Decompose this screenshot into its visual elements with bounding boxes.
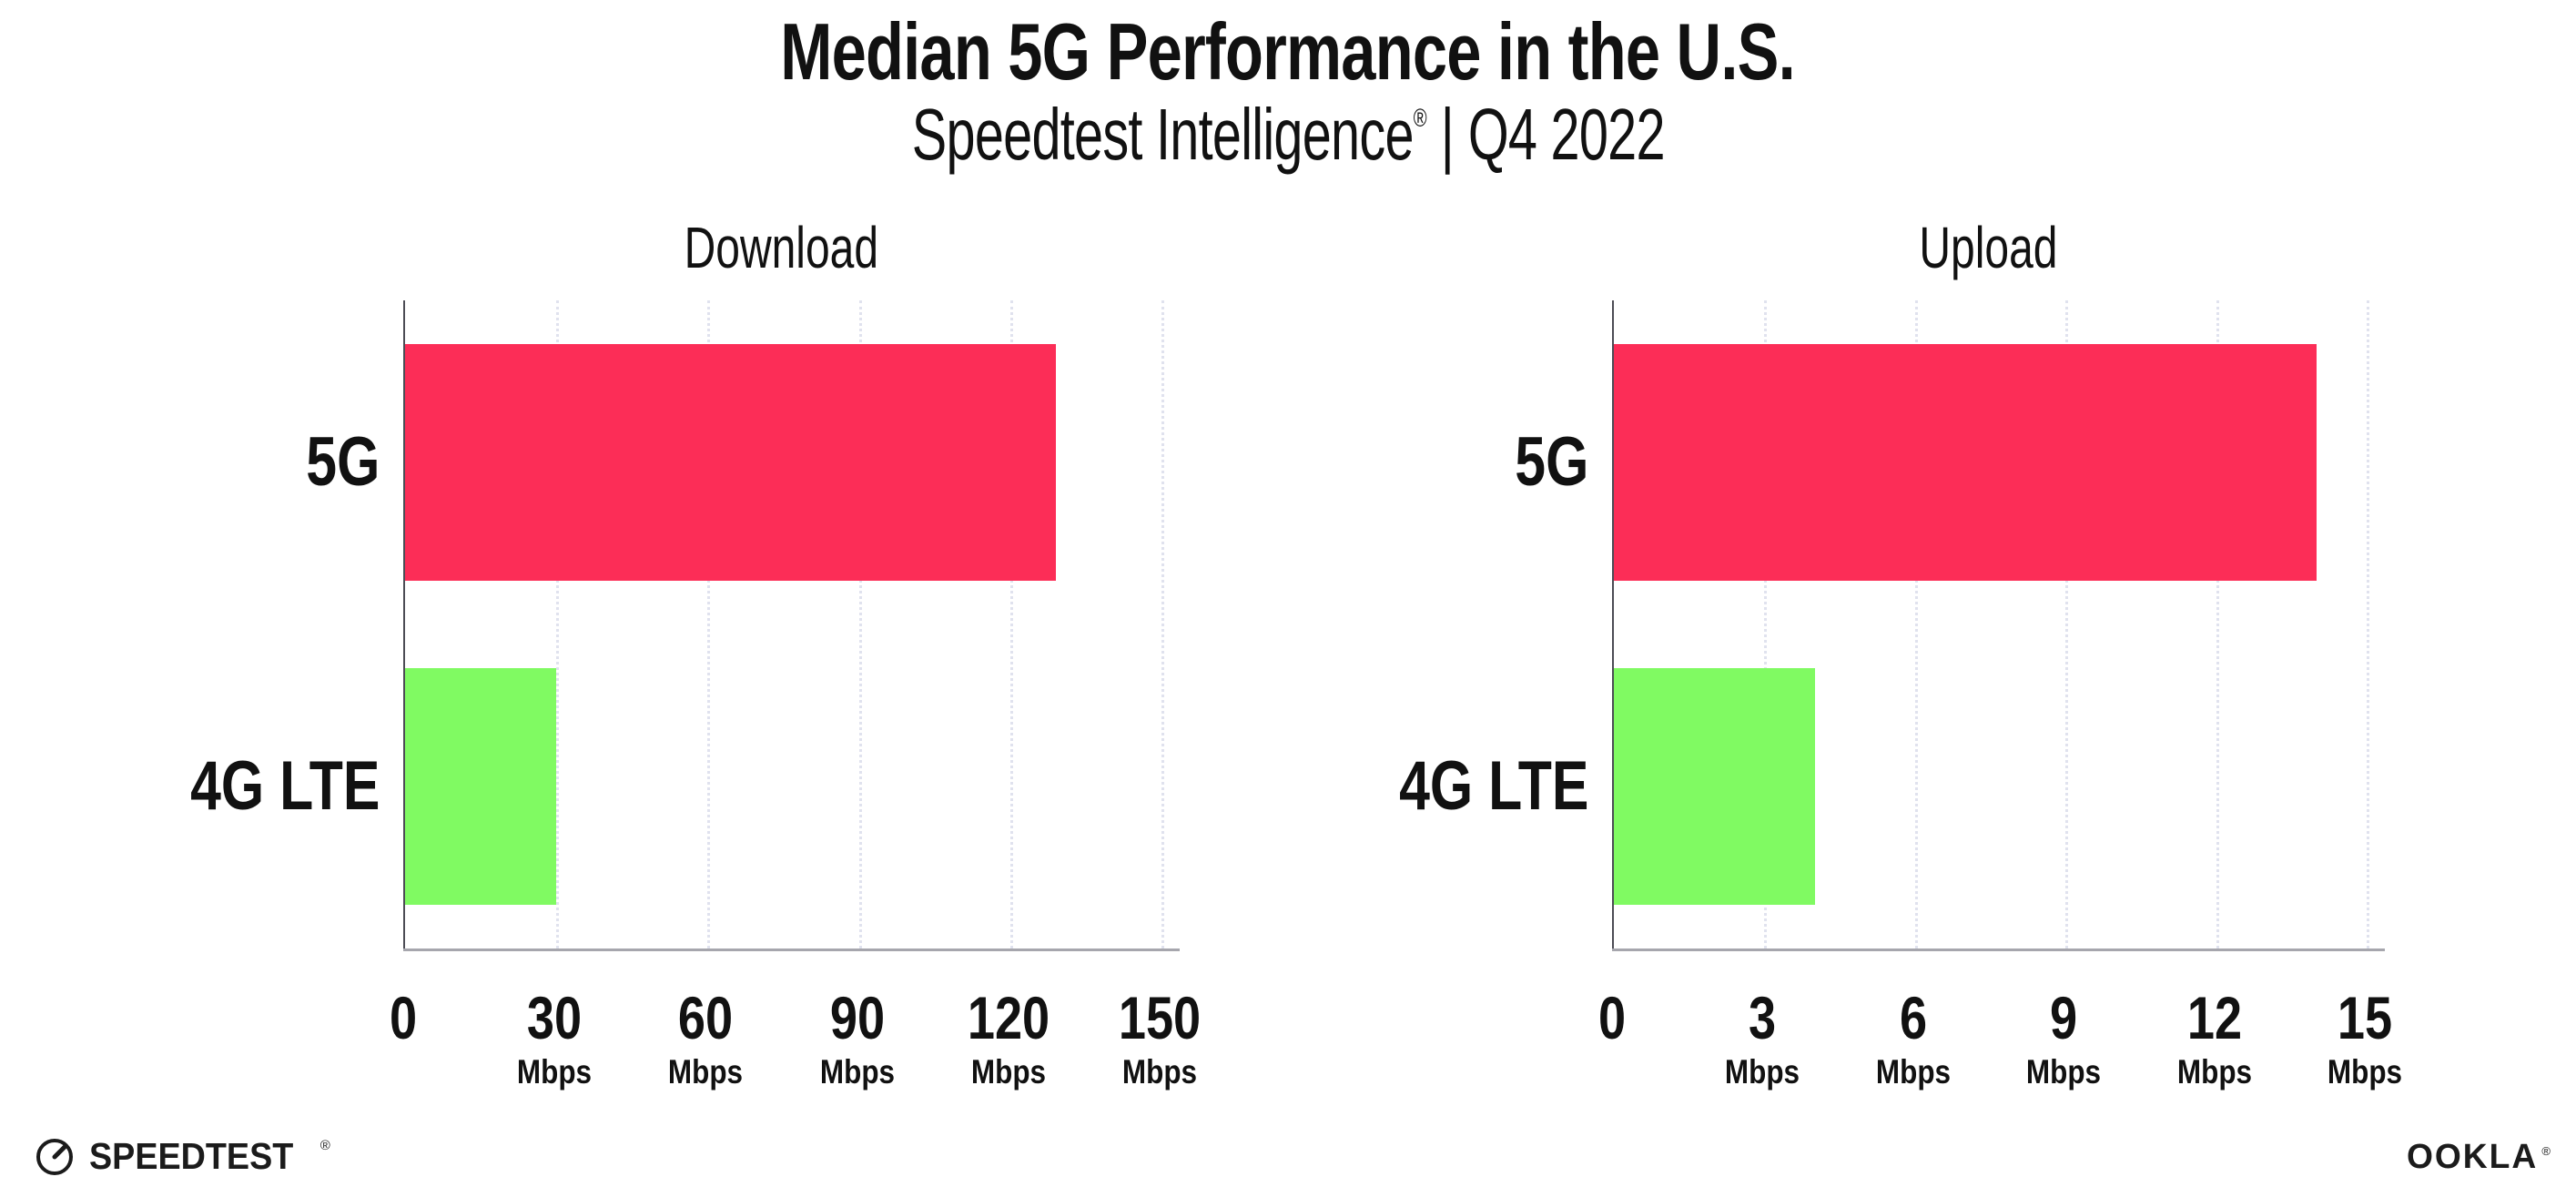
category-label-5g: 5G — [305, 423, 380, 501]
upload-5g-bar — [1614, 344, 2317, 581]
upload-y-axis-labels: 5G 4G LTE — [1302, 300, 1612, 948]
upload-chart-title: Upload — [1919, 215, 2058, 280]
speedtest-logo: SPEEDTEST ® — [33, 1134, 334, 1178]
subtitle-period: Q4 2022 — [1467, 94, 1666, 175]
download-plot-area — [403, 300, 1180, 951]
speedtest-wordmark: SPEEDTEST — [89, 1134, 294, 1177]
upload-4g-lte-bar — [1614, 668, 1815, 905]
gridline — [858, 300, 862, 948]
subtitle-separator: | — [1440, 94, 1454, 175]
x-axis-line — [403, 948, 1180, 951]
speedtest-gauge-icon — [36, 1139, 73, 1175]
ookla-registered-mark: ® — [2541, 1144, 2551, 1158]
category-label-4g-lte: 4G LTE — [189, 747, 380, 825]
category-label-4g-lte: 4G LTE — [1398, 747, 1588, 825]
gridline — [556, 300, 560, 948]
download-chart-title: Download — [684, 215, 879, 280]
gridline — [707, 300, 711, 948]
gridline — [2216, 300, 2219, 948]
x-axis-line — [1612, 948, 2385, 951]
download-5g-bar — [405, 344, 1056, 581]
registered-mark: ® — [1413, 104, 1426, 133]
gridline — [1161, 300, 1164, 948]
subtitle-product: Speedtest Intelligence — [911, 94, 1415, 175]
bar-row — [405, 624, 1161, 948]
gridline — [1914, 300, 1918, 948]
ookla-logo: OOKLA ® — [2404, 1140, 2551, 1174]
page-title: Median 5G Performance in the U.S. — [0, 5, 2576, 97]
gridline — [1009, 300, 1013, 948]
upload-plot-area — [1612, 300, 2385, 951]
gridline — [2065, 300, 2069, 948]
category-label-5g: 5G — [1514, 423, 1588, 501]
upload-x-axis-ticks: 0 3 Mbps 6 Mbps 9 Mbps 12 Mbps 15 Mbps — [1597, 984, 2403, 1090]
speedtest-registered-mark: ® — [319, 1137, 330, 1153]
download-y-axis-labels: 5G 4G LTE — [91, 300, 403, 948]
gridline — [2367, 300, 2369, 948]
download-x-axis-ticks: 0 30 Mbps 60 Mbps 90 Mbps 120 Mbps 150 M… — [389, 984, 1202, 1090]
gridline — [1764, 300, 1768, 948]
ookla-wordmark: OOKLA — [2406, 1138, 2538, 1176]
bar-row — [1614, 624, 2367, 948]
page-title-text: Median 5G Performance in the U.S. — [780, 6, 1797, 96]
page-subtitle: Speedtest Intelligence® | Q4 2022 — [0, 93, 2576, 177]
download-4g-lte-bar — [405, 668, 557, 905]
bar-row — [405, 300, 1161, 624]
bar-row — [1614, 300, 2367, 624]
